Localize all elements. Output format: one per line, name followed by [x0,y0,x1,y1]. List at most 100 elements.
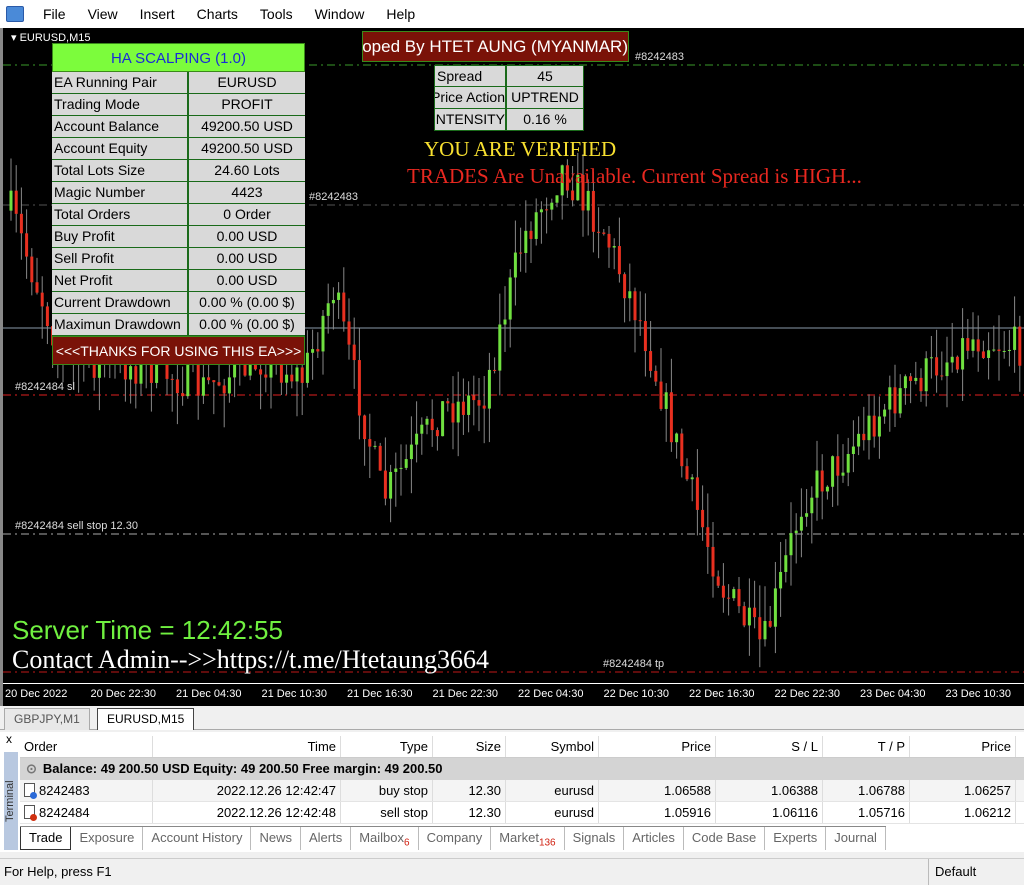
terminal-tab-market[interactable]: Market136 [491,827,565,850]
menu-view[interactable]: View [87,6,118,22]
cell-value: 1.06116 [771,805,818,820]
row-value: 45 [537,68,553,84]
column-header-6[interactable]: S / L [716,736,823,757]
terminal-tab-signals[interactable]: Signals [565,827,625,850]
candle-body [602,232,606,234]
column-header-8[interactable]: Price [910,736,1016,757]
table-row[interactable]: 8242484 2022.12.26 12:42:48 sell stop 12.30… [20,802,1024,824]
terminal-tab-exposure[interactable]: Exposure [71,827,144,850]
chart-tab-eurusd[interactable]: EURUSD,M15 [97,708,195,730]
close-icon[interactable]: x [6,732,12,746]
candle-body [472,395,476,401]
candle-body [753,607,757,618]
candle-body [888,387,892,410]
terminal-tab-code-base[interactable]: Code Base [684,827,766,850]
chart-title: ▾ EURUSD,M15 [11,32,91,44]
candle-body [732,589,736,599]
candle-body [773,588,777,627]
cell: 1.06116 [716,802,823,823]
candle-body [222,385,226,394]
tab-label: Trade [29,830,63,845]
candle-body [768,620,772,627]
candle-body [285,374,289,383]
menu-charts[interactable]: Charts [196,6,238,22]
row-label-text: INTENSITY [435,111,505,127]
candle-body [680,433,684,467]
candle-body [758,617,762,640]
terminal-tab-account-history[interactable]: Account History [143,827,252,850]
time-label: 21 Dec 16:30 [347,688,413,700]
candle-body [425,418,429,425]
column-header-5[interactable]: Price [599,736,716,757]
row-label: Total Lots Size [52,160,189,181]
candle-body [555,195,559,203]
tab-label: News [259,830,292,845]
candle-body [711,546,715,577]
row-value: 0.00 % (0.00 $) [199,294,295,310]
menu-help[interactable]: Help [386,6,416,22]
candle-body [420,424,424,434]
row-label: Account Equity [52,138,189,159]
column-header-0[interactable]: Order [20,736,153,757]
terminal-panel: x Terminal Order Time Type Size Symbol Price S… [0,732,1024,852]
candle-body [893,387,897,414]
cell: 8242484 [20,802,153,823]
candle-body [597,231,601,233]
tab-label: Signals [572,830,616,845]
row-label: Spread [435,66,507,86]
menu-insert[interactable]: Insert [139,6,175,22]
column-header-2[interactable]: Type [341,736,433,757]
balance-row: ⊙ Balance: 49 200.50 USD Equity: 49 200.5… [20,758,1024,780]
candle-body [545,209,549,211]
candle-body [877,416,881,437]
candle-body [446,401,450,404]
candle-body [264,374,268,378]
candle-body [565,165,569,191]
candle-body [820,470,824,492]
candle-body [201,377,205,396]
candle-body [383,470,387,499]
column-header-4[interactable]: Symbol [506,736,599,757]
candle-body [633,291,637,321]
candle-body [409,444,413,460]
menu-file[interactable]: File [43,6,66,22]
cell: 12.30 [433,780,506,801]
candle-body [909,376,913,381]
candle-body [259,369,263,375]
candle-body [404,459,408,468]
cell-value: 2022.12.26 12:42:47 [216,783,336,798]
terminal-tab-trade[interactable]: Trade [20,827,72,850]
terminal-tab-articles[interactable]: Articles [624,827,684,850]
row-value: 0 Order [223,206,271,222]
chart-area[interactable]: ▾ EURUSD,M15 #8242483 #8242483 #8242484 … [0,28,1024,706]
terminal-tab-alerts[interactable]: Alerts [301,827,352,850]
terminal-tab-journal[interactable]: Journal [826,827,886,850]
candle-body [373,445,377,447]
candle-body [872,415,876,437]
column-header-7[interactable]: T / P [823,736,910,757]
terminal-tab-mailbox[interactable]: Mailbox6 [351,827,419,850]
ea-panel-row: EA Running Pair EURUSD [52,72,305,94]
row-label: Maximun Drawdown [52,314,189,335]
row-label: Trading Mode [52,94,189,115]
table-row[interactable]: 8242483 2022.12.26 12:42:47 buy stop 12.30 e… [20,780,1024,802]
candle-body [664,392,668,409]
candle-body [784,555,788,572]
candle-body [196,364,200,396]
cell-value: 12.30 [468,783,501,798]
column-header-1[interactable]: Time [153,736,341,757]
menu-tools[interactable]: Tools [259,6,293,22]
terminal-tab-company[interactable]: Company [419,827,492,850]
column-header-3[interactable]: Size [433,736,506,757]
chart-tab-gbpjpy[interactable]: GBPJPY,M1 [4,708,90,730]
balance-icon: ⊙ [26,761,37,776]
row-label-text: Spread [437,68,483,84]
candle-body [352,344,356,361]
terminal-tab-news[interactable]: News [251,827,301,850]
cell: 1.06257 [910,780,1016,801]
menu-window[interactable]: Window [314,6,365,22]
cell: 1.06388 [716,780,823,801]
terminal-tab-experts[interactable]: Experts [765,827,827,850]
candle-body [347,321,351,345]
candle-body [30,256,34,283]
